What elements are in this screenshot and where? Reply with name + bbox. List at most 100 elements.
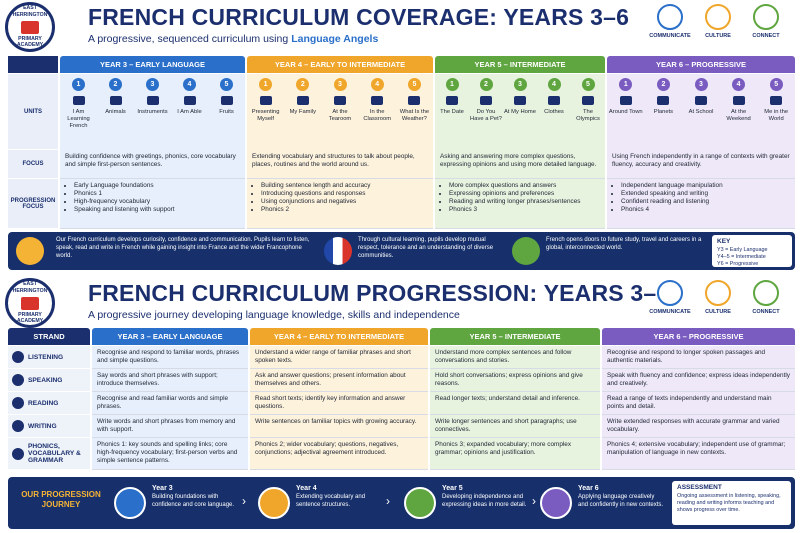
strand-cell: Write longer sentences and short paragra… — [430, 415, 600, 438]
strand-text: WRITING — [28, 422, 57, 430]
year-header: YEAR 5 – INTERMEDIATE — [430, 328, 600, 345]
unit-number: 5 — [220, 78, 233, 91]
step-text: Extending vocabulary and sentence struct… — [296, 494, 366, 508]
strand-cell: Recognise and read familiar words and si… — [92, 392, 248, 415]
unit-name: I Am Learning French — [67, 109, 90, 129]
unit-name: The Date — [440, 109, 464, 115]
step-icon — [404, 487, 436, 519]
unit-icon — [770, 96, 783, 105]
unit-icon — [220, 96, 233, 105]
strand-cell: Read a range of texts independently and … — [602, 392, 795, 415]
statement-icon — [16, 237, 44, 265]
statement-text: Our French curriculum develops curiosity… — [56, 237, 310, 259]
assessment-title: ASSESSMENT — [677, 484, 722, 491]
progression-list: Independent language manipulationExtende… — [612, 182, 790, 214]
unit-number: 4 — [183, 78, 196, 91]
progression-item: Expressing opinions and preferences — [449, 190, 600, 198]
unit-number: 2 — [296, 78, 310, 91]
row-label: FOCUS — [8, 150, 58, 179]
step-text: Applying language creatively and confide… — [578, 494, 664, 508]
unit-name: At School — [688, 109, 714, 115]
unit-name: The Olympics — [576, 109, 600, 122]
progression-list: More complex questions and answersExpres… — [440, 182, 600, 214]
unit-name: Planets — [653, 109, 674, 115]
icon — [657, 4, 683, 30]
logo: EAST HERRINGTON PRIMARY ACADEMY — [5, 278, 55, 328]
unit-icon — [371, 96, 384, 105]
progression-item: Building sentence length and accuracy — [261, 182, 428, 190]
icon-label: CONNECT — [752, 309, 780, 315]
strand-cell: Ask and answer questions; present inform… — [250, 369, 428, 392]
unit-name: Animals — [105, 109, 126, 115]
strand-text: PHONICS, VOCABULARY & GRAMMAR — [28, 443, 81, 464]
step-icon — [114, 487, 146, 519]
unit-number: 1 — [619, 78, 633, 91]
unit-icon — [695, 96, 707, 105]
focus-text: Extending vocabulary and structures to t… — [247, 150, 433, 179]
progression-item: Reading and writing longer phrases/sente… — [449, 198, 600, 206]
strand-cell: Phonics 2; wider vocabulary; questions, … — [250, 438, 428, 470]
icon — [705, 280, 731, 306]
strand-cell: Write extended responses with accurate g… — [602, 415, 795, 438]
unit-icon — [408, 96, 421, 105]
assessment-text: Ongoing assessment in listening, speakin… — [677, 492, 781, 514]
step-text: Developing independence and expressing i… — [442, 494, 527, 508]
progression-item: More complex questions and answers — [449, 182, 600, 190]
progression-item: Phonics 1 — [74, 190, 240, 198]
strand-cell: Understand more complex sentences and fo… — [430, 346, 600, 369]
strand-icon — [12, 447, 24, 460]
unit-icon — [183, 96, 196, 105]
subtitle-text: A progressive journey developing languag… — [88, 309, 460, 321]
icon-label: CULTURE — [705, 309, 731, 315]
strand-name: LISTENING — [8, 346, 90, 369]
focus-text: Building confidence with greetings, phon… — [60, 150, 245, 179]
strand-cell: Write sentences on familiar topics with … — [250, 415, 428, 438]
logo-text: PRIMARY ACADEMY — [16, 35, 44, 49]
strand-cell: Say words and short phrases with support… — [92, 369, 248, 392]
unit-number: 1 — [72, 78, 85, 91]
unit-number: 3 — [146, 78, 159, 91]
key-title: KEY — [717, 238, 731, 245]
info-band — [8, 232, 795, 270]
year-header: YEAR 4 – EARLY TO INTERMEDIATE — [247, 56, 433, 73]
unit-name: Me in the World — [764, 109, 789, 122]
statement-text: Through cultural learning, pupils develo… — [358, 237, 494, 259]
logo: EAST HERRINGTON PRIMARY ACADEMY — [5, 2, 55, 52]
statement-icon — [512, 237, 540, 265]
assessment-box: ASSESSMENT Ongoing assessment in listenin… — [672, 481, 791, 525]
logo-text: EAST HERRINGTON — [12, 5, 48, 18]
progression-item: Phonics 2 — [261, 206, 428, 214]
unit-name: At My Home — [504, 109, 536, 115]
unit-number: 5 — [407, 78, 421, 91]
unit-number: 2 — [479, 78, 493, 91]
year-header: YEAR 3 – EARLY LANGUAGE — [60, 56, 245, 73]
progression-list: Building sentence length and accuracyInt… — [252, 182, 428, 214]
unit-name: Fruits — [219, 109, 234, 115]
unit-name: Presenting Myself — [251, 109, 280, 122]
unit-name: Around Town — [608, 109, 643, 115]
progression-item: Phonics 3 — [449, 206, 600, 214]
step-year: Year 3 — [152, 485, 173, 492]
statement-icon — [324, 237, 352, 265]
unit-number: 2 — [109, 78, 122, 91]
unit-icon — [514, 96, 526, 105]
unit-number: 2 — [656, 78, 670, 91]
logo-text: EAST HERRINGTON — [12, 281, 48, 294]
key-item: Y4–5 = Intermediate — [717, 254, 766, 261]
focus-text: Using French independently in a range of… — [607, 150, 795, 179]
unit-name: Clothes — [544, 109, 564, 115]
progression-item: Extended speaking and writing — [621, 190, 790, 198]
unit-number: 4 — [370, 78, 384, 91]
unit-number: 3 — [513, 78, 527, 91]
year-header: YEAR 5 – INTERMEDIATE — [435, 56, 605, 73]
year-header: YEAR 6 – PROGRESSIVE — [607, 56, 795, 73]
unit-icon — [548, 96, 560, 105]
strand-icon — [12, 351, 24, 363]
progression-item: Independent language manipulation — [621, 182, 790, 190]
strand-cell: Read longer texts; understand detail and… — [430, 392, 600, 415]
progression-cell: More complex questions and answersExpres… — [435, 179, 605, 229]
focus-text: Asking and answering more complex questi… — [435, 150, 605, 179]
unit-icon — [259, 96, 272, 105]
icon — [705, 4, 731, 30]
